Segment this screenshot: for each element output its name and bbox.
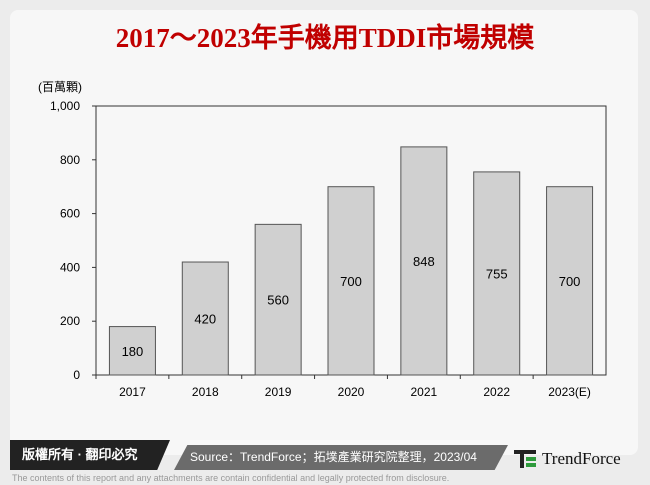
bar [546,186,594,376]
chart-title: 2017～2023年手機用TDDI市場規模 [115,23,535,53]
data-label: 755 [486,266,508,281]
logo-text: TrendForce [542,448,621,468]
data-label: 560 [267,293,289,308]
bar [181,261,229,376]
x-tick-label: 2020 [338,385,365,399]
bar [254,223,302,376]
x-tick-label: 2023(E) [548,385,591,399]
y-tick-label: 600 [60,207,80,221]
data-label: 700 [559,274,581,289]
x-tick-label: 2022 [483,385,510,399]
y-tick-label: 800 [60,153,80,167]
data-label: 848 [413,254,435,269]
y-axis-unit: (百萬顆) [38,80,82,94]
data-label: 420 [194,312,216,327]
x-tick-label: 2018 [192,385,219,399]
bar [327,186,375,376]
x-tick-label: 2021 [411,385,438,399]
bar [473,171,521,376]
y-tick-label: 400 [60,260,80,274]
x-tick-label: 2019 [265,385,292,399]
x-tick-label: 2017 [119,385,146,399]
y-tick-label: 1,000 [50,99,80,113]
trendforce-logo-icon [514,449,536,468]
disclaimer: The contents of this report and any atta… [12,473,450,483]
source-label: Source：TrendForce；拓墣產業研究院整理，2023/04 [174,445,508,470]
copyright-label: 版權所有 · 翻印必究 [10,440,170,470]
bar [108,326,156,376]
y-tick-label: 0 [73,368,80,382]
y-tick-label: 200 [60,314,80,328]
trendforce-logo: TrendForce [514,446,621,471]
bar-chart: 0 200 400 600 800 1,000 180 2017 420 2018 560 2019 7… [50,99,607,399]
data-label: 180 [122,344,144,359]
bar [400,146,448,376]
slide-card [10,10,638,455]
data-label: 700 [340,274,362,289]
